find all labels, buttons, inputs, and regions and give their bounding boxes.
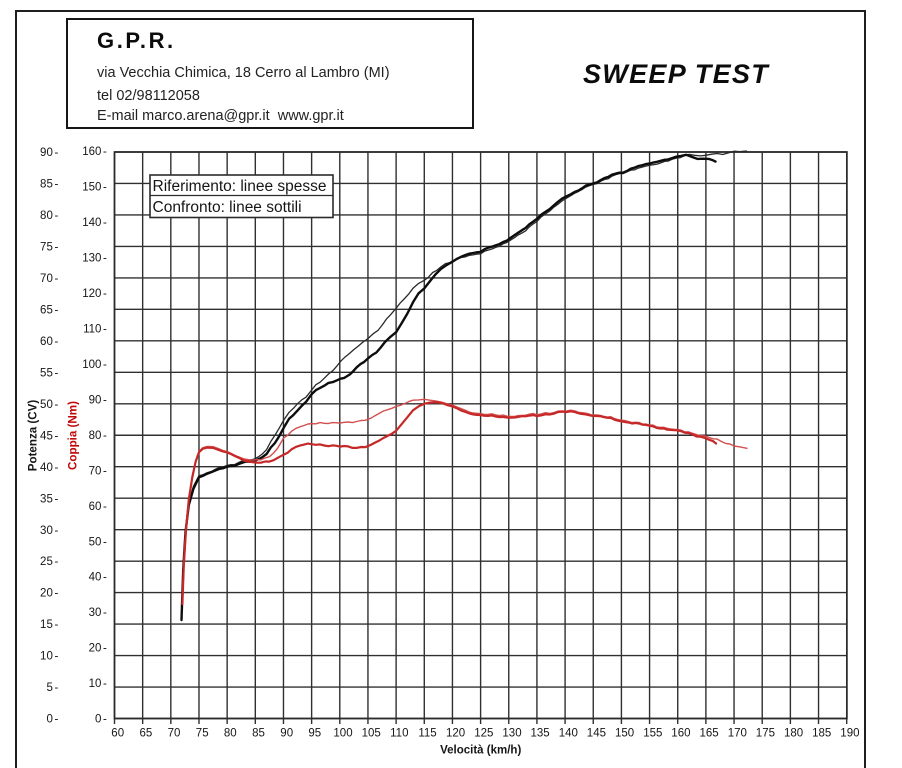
svg-text:45-: 45- <box>40 430 58 442</box>
svg-text:65: 65 <box>140 728 153 740</box>
svg-text:5-: 5- <box>46 682 58 694</box>
svg-text:15-: 15- <box>40 619 58 631</box>
svg-text:70: 70 <box>168 728 181 740</box>
svg-text:40-: 40- <box>89 572 107 584</box>
svg-text:0-: 0- <box>95 714 107 726</box>
svg-text:125: 125 <box>474 728 493 740</box>
svg-text:65-: 65- <box>40 305 58 317</box>
svg-text:75: 75 <box>196 728 209 740</box>
svg-text:10-: 10- <box>40 651 58 663</box>
svg-text:130: 130 <box>502 728 521 740</box>
svg-text:60-: 60- <box>40 336 58 348</box>
svg-text:Coppia (Nm): Coppia (Nm) <box>67 401 80 470</box>
svg-text:Confronto: linee sottili: Confronto: linee sottili <box>153 199 302 216</box>
svg-text:120-: 120- <box>82 288 107 300</box>
svg-text:100: 100 <box>333 728 352 740</box>
svg-text:165: 165 <box>700 728 719 740</box>
svg-text:110: 110 <box>390 728 408 740</box>
svg-text:135: 135 <box>531 728 550 740</box>
svg-text:130-: 130- <box>82 253 107 265</box>
svg-text:95: 95 <box>308 728 321 740</box>
svg-text:60: 60 <box>111 728 124 740</box>
svg-text:25-: 25- <box>40 556 58 568</box>
svg-text:170: 170 <box>728 728 747 740</box>
svg-text:60-: 60- <box>89 501 107 513</box>
svg-text:20-: 20- <box>40 588 58 600</box>
svg-text:85-: 85- <box>40 179 58 191</box>
svg-text:30-: 30- <box>40 525 58 537</box>
svg-text:150: 150 <box>615 728 634 740</box>
svg-text:180: 180 <box>784 728 803 740</box>
svg-text:80-: 80- <box>89 430 107 442</box>
svg-text:Riferimento: linee spesse: Riferimento: linee spesse <box>153 178 327 195</box>
svg-text:160: 160 <box>671 728 690 740</box>
svg-text:140: 140 <box>559 728 578 740</box>
svg-text:90-: 90- <box>40 147 58 159</box>
svg-text:55-: 55- <box>40 367 58 379</box>
svg-text:85: 85 <box>252 728 265 740</box>
svg-text:105: 105 <box>362 728 381 740</box>
svg-text:30-: 30- <box>89 607 107 619</box>
svg-text:150-: 150- <box>82 182 107 194</box>
svg-text:90-: 90- <box>89 394 107 406</box>
svg-text:40-: 40- <box>40 462 58 474</box>
svg-text:Velocità (km/h): Velocità (km/h) <box>440 745 521 757</box>
svg-text:155: 155 <box>643 728 662 740</box>
svg-text:70-: 70- <box>89 465 107 477</box>
svg-text:115: 115 <box>418 728 436 740</box>
svg-text:185: 185 <box>812 728 831 740</box>
svg-text:100-: 100- <box>82 359 107 371</box>
svg-text:80: 80 <box>224 728 237 740</box>
svg-text:70-: 70- <box>40 273 58 285</box>
svg-text:90: 90 <box>280 728 293 740</box>
svg-text:120: 120 <box>446 728 465 740</box>
svg-text:140-: 140- <box>82 217 107 229</box>
svg-text:35-: 35- <box>40 493 58 505</box>
svg-text:110-: 110- <box>83 323 107 335</box>
svg-text:50-: 50- <box>89 536 107 548</box>
svg-text:80-: 80- <box>40 210 58 222</box>
svg-text:75-: 75- <box>40 242 58 254</box>
svg-text:0-: 0- <box>46 714 58 726</box>
svg-text:160-: 160- <box>82 146 107 158</box>
svg-text:175: 175 <box>756 728 775 740</box>
svg-text:10-: 10- <box>89 678 107 690</box>
svg-text:Potenza (CV): Potenza (CV) <box>26 400 39 472</box>
svg-text:190: 190 <box>840 728 859 740</box>
svg-text:50-: 50- <box>40 399 58 411</box>
svg-text:20-: 20- <box>89 643 107 655</box>
svg-text:145: 145 <box>587 728 606 740</box>
